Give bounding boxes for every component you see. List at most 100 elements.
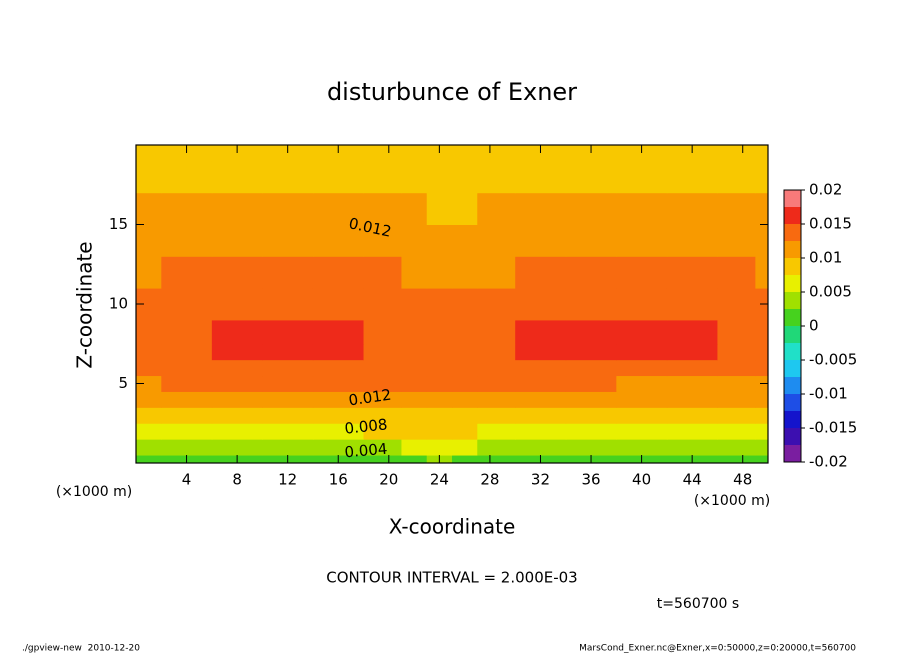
field-cell [161, 359, 213, 377]
field-cell [477, 319, 516, 345]
y-tick-label: 5 [118, 374, 128, 392]
colorbar-band [784, 326, 801, 343]
field-cell [565, 359, 617, 377]
field-cell [452, 375, 478, 392]
field-cell [312, 160, 365, 194]
field-cell [363, 343, 402, 361]
contour-label: 0.012 [347, 386, 392, 410]
field-cell [426, 256, 453, 289]
field-cell [262, 192, 314, 225]
field-cell [515, 407, 567, 424]
field-cell [161, 423, 213, 440]
field-cell [477, 145, 516, 162]
field-cell [363, 192, 402, 225]
field-cell [565, 288, 617, 321]
field-cell [211, 160, 263, 194]
field-cell [363, 319, 402, 345]
field-cell [161, 160, 213, 194]
field-cell [363, 224, 402, 257]
colorbar-band [784, 377, 801, 394]
field-cell [136, 256, 162, 289]
field-cell [616, 423, 668, 440]
footer-left: ./gpview-new 2010-12-20 [22, 644, 140, 654]
field-cell [211, 192, 263, 225]
colorbar-tick-label: 0.005 [809, 283, 852, 301]
field-cell [262, 439, 314, 456]
field-cell [136, 407, 162, 424]
field-cell [717, 288, 756, 321]
field-cell [401, 407, 428, 424]
field-cell [161, 407, 213, 424]
colorbar-band [784, 309, 801, 326]
field-cell [515, 145, 567, 162]
field-cell [565, 192, 617, 225]
colorbar-band [784, 190, 801, 207]
colorbar-tick-label: 0 [809, 317, 819, 335]
field-cell [515, 343, 567, 361]
field-cell [666, 145, 718, 162]
colorbar-band [784, 275, 801, 292]
field-cell [211, 375, 263, 392]
field-cell [312, 407, 365, 424]
field-cell [136, 359, 162, 377]
field-cell [262, 160, 314, 194]
field-cell [211, 343, 263, 361]
field-cell [136, 455, 162, 464]
field-cell [755, 192, 769, 225]
field-cell [452, 343, 478, 361]
field-cell [363, 439, 402, 456]
field-cell [616, 439, 668, 456]
field-cell [312, 145, 365, 162]
field-cell [717, 192, 756, 225]
field-cell [616, 145, 668, 162]
field-cell [755, 160, 769, 194]
field-cell [426, 375, 453, 392]
field-cell [262, 343, 314, 361]
field-cell [477, 455, 516, 464]
field-cell [363, 407, 402, 424]
field-cell [616, 192, 668, 225]
x-axis-label: X-coordinate [389, 515, 516, 539]
field-cell [312, 319, 365, 345]
field-cell [755, 359, 769, 377]
field-cell [363, 145, 402, 162]
field-cell [161, 288, 213, 321]
field-cell [666, 224, 718, 257]
x-tick-label: 24 [430, 471, 449, 489]
field-cell [401, 256, 428, 289]
field-cell [616, 319, 668, 345]
y-tick-label: 15 [109, 215, 128, 233]
field-cell [312, 423, 365, 440]
field-cell [211, 359, 263, 377]
colorbar-band [784, 224, 801, 241]
field-cell [211, 423, 263, 440]
field-cell [136, 375, 162, 392]
field-cell [477, 391, 516, 408]
field-cell [452, 288, 478, 321]
field-cell [515, 391, 567, 408]
field-cell [565, 439, 617, 456]
x-tick-label: 20 [379, 471, 398, 489]
field-cell [312, 375, 365, 392]
field-cell [262, 375, 314, 392]
field-cell [666, 256, 718, 289]
field-cell [136, 145, 162, 162]
field-cell [211, 391, 263, 408]
field-cell [565, 160, 617, 194]
field-cell [515, 160, 567, 194]
field-cell [565, 319, 617, 345]
field-cell [477, 407, 516, 424]
colorbar-tick-label: 0.02 [809, 181, 842, 199]
contour-label: 0.008 [344, 415, 389, 437]
field-cell [717, 224, 756, 257]
field-cell [477, 256, 516, 289]
field-cell [452, 160, 478, 194]
field-cell [477, 439, 516, 456]
colorbar-band [784, 343, 801, 360]
field-cell [363, 288, 402, 321]
field-cell [401, 224, 428, 257]
field-cell [211, 256, 263, 289]
field-cell [401, 343, 428, 361]
x-tick-label: 32 [531, 471, 550, 489]
colorbar-band [784, 428, 801, 445]
